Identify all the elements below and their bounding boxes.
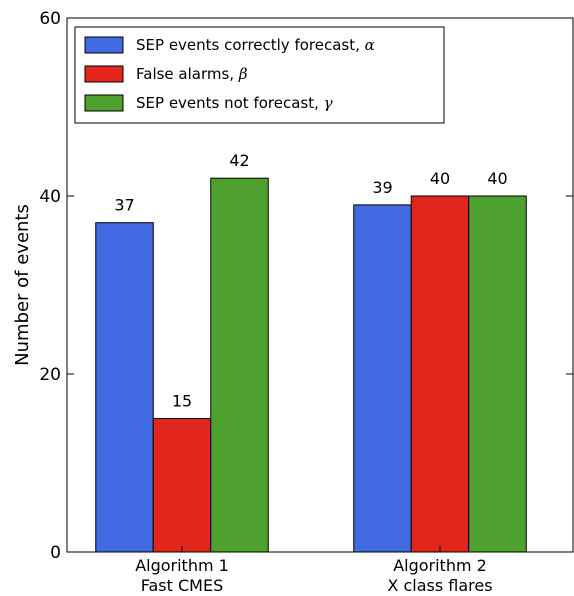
bar-value-label: 40: [487, 169, 507, 188]
bar-labels-group: 37 15 42 39 40 40: [114, 151, 507, 410]
bar-value-label: 15: [172, 392, 192, 411]
bar-value-label: 39: [372, 178, 392, 197]
bar-s2-c1: [152, 418, 212, 553]
legend-swatch: [84, 65, 124, 83]
y-tick-label: 60: [39, 9, 61, 29]
legend-box: [74, 26, 445, 124]
y-tick-label: 20: [39, 365, 61, 385]
x-tick-label: Algorithm 2: [393, 556, 487, 575]
bar-value-label: 42: [229, 151, 249, 170]
bar-value-label: 40: [430, 169, 450, 188]
bar-s2-c2: [410, 195, 470, 553]
bar-s1-c2: [353, 204, 412, 553]
legend-label: False alarms, β: [136, 65, 248, 83]
bar-s3-c1: [210, 177, 269, 553]
bar-value-label: 37: [114, 196, 134, 215]
legend: SEP events correctly forecast, α False al…: [74, 26, 445, 124]
y-tick-label: 0: [50, 543, 61, 563]
bar-s3-c2: [468, 195, 527, 553]
bars-group: [95, 177, 527, 553]
legend-label: SEP events not forecast, γ: [136, 94, 333, 112]
y-axis-title: Number of events: [12, 204, 33, 366]
x-tick-label-sub: X class flares: [387, 576, 492, 595]
x-tick-label: Algorithm 1: [135, 556, 229, 575]
x-tick-label-sub: Fast CMES: [141, 576, 223, 595]
y-tick-label: 40: [39, 187, 61, 207]
bar-s1-c1: [95, 222, 154, 553]
legend-label: SEP events correctly forecast, α: [136, 36, 375, 54]
legend-swatch: [84, 94, 124, 112]
plot-frame: [66, 17, 574, 553]
legend-swatch: [84, 36, 124, 54]
